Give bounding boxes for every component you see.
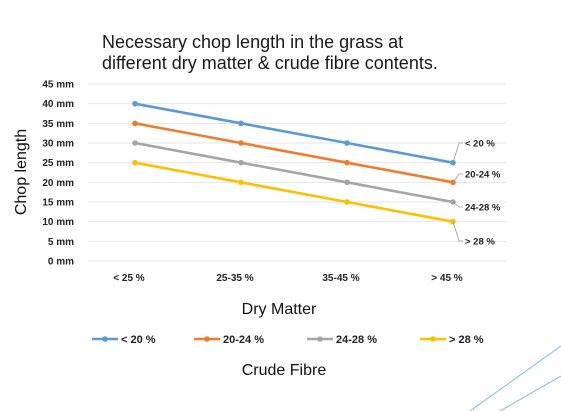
end-label-leader [452, 173, 463, 183]
data-point [238, 140, 244, 146]
y-axis-ticks: 0 mm 5 mm 10 mm 15 mm 20 mm 25 mm 30 mm 35 mm 40… [42, 80, 74, 268]
series-line [134, 102, 454, 164]
data-point [344, 159, 350, 166]
x-tick-label: 35-45 % [322, 273, 359, 284]
y-tick-label: 45 mm [42, 80, 74, 91]
data-point [132, 159, 138, 166]
decorative-line-lower [499, 375, 561, 411]
y-tick-label: 35 mm [42, 119, 74, 130]
y-tick-label: 30 mm [42, 139, 74, 150]
x-tick-label: 25-35 % [216, 273, 253, 284]
legend: < 20 % 20-24 % 24-28 % > 28 % [92, 334, 484, 346]
end-label-leader [452, 221, 463, 242]
x-tick-label: < 25 % [113, 273, 145, 284]
series-end-labels: < 20 % 20-24 % 24-28 % > 28 % [452, 139, 501, 248]
legend-title: Crude Fibre [242, 362, 327, 379]
series-end-label: 20-24 % [465, 170, 501, 181]
data-point [238, 120, 244, 127]
legend-label: > 28 % [449, 334, 484, 346]
decorative-line-upper [469, 345, 561, 411]
data-point [344, 140, 350, 146]
end-label-leader [452, 142, 463, 163]
series-end-label: < 20 % [465, 139, 495, 150]
series-lines [132, 100, 456, 225]
chart-title-line-1: Necessary chop length in the grass at [102, 32, 403, 52]
y-tick-label: 40 mm [42, 99, 74, 110]
legend-marker [317, 336, 323, 342]
data-point [238, 159, 244, 166]
data-point [238, 179, 244, 186]
data-point [132, 100, 138, 107]
y-tick-label: 15 mm [42, 198, 74, 209]
gridlines [88, 83, 506, 262]
series-line [134, 122, 454, 184]
legend-marker [430, 336, 436, 342]
data-point [344, 199, 350, 205]
y-tick-label: 10 mm [42, 217, 74, 228]
x-tick-label: > 45 % [431, 273, 463, 284]
series-end-label: 24-28 % [465, 203, 501, 214]
data-point [132, 140, 138, 146]
data-point [132, 120, 138, 127]
y-tick-label: 0 mm [48, 257, 74, 268]
y-tick-label: 5 mm [48, 237, 74, 248]
end-label-leader [452, 201, 463, 208]
y-tick-label: 20 mm [42, 178, 74, 189]
x-axis-ticks: < 25 % 25-35 % 35-45 % > 45 % [113, 273, 463, 284]
y-axis-title: Chop length [13, 129, 30, 215]
legend-label: 20-24 % [223, 334, 264, 346]
legend-marker [204, 336, 210, 342]
legend-marker [102, 336, 108, 342]
legend-label: < 20 % [121, 334, 156, 346]
legend-label: 24-28 % [336, 334, 377, 346]
series-end-label: > 28 % [465, 237, 495, 248]
series-line [134, 141, 454, 204]
data-point [344, 179, 350, 186]
y-tick-label: 25 mm [42, 158, 74, 169]
chart-title-line-2: different dry matter & crude fibre conte… [102, 53, 438, 73]
series-line [134, 161, 454, 223]
x-axis-title: Dry Matter [242, 301, 317, 318]
